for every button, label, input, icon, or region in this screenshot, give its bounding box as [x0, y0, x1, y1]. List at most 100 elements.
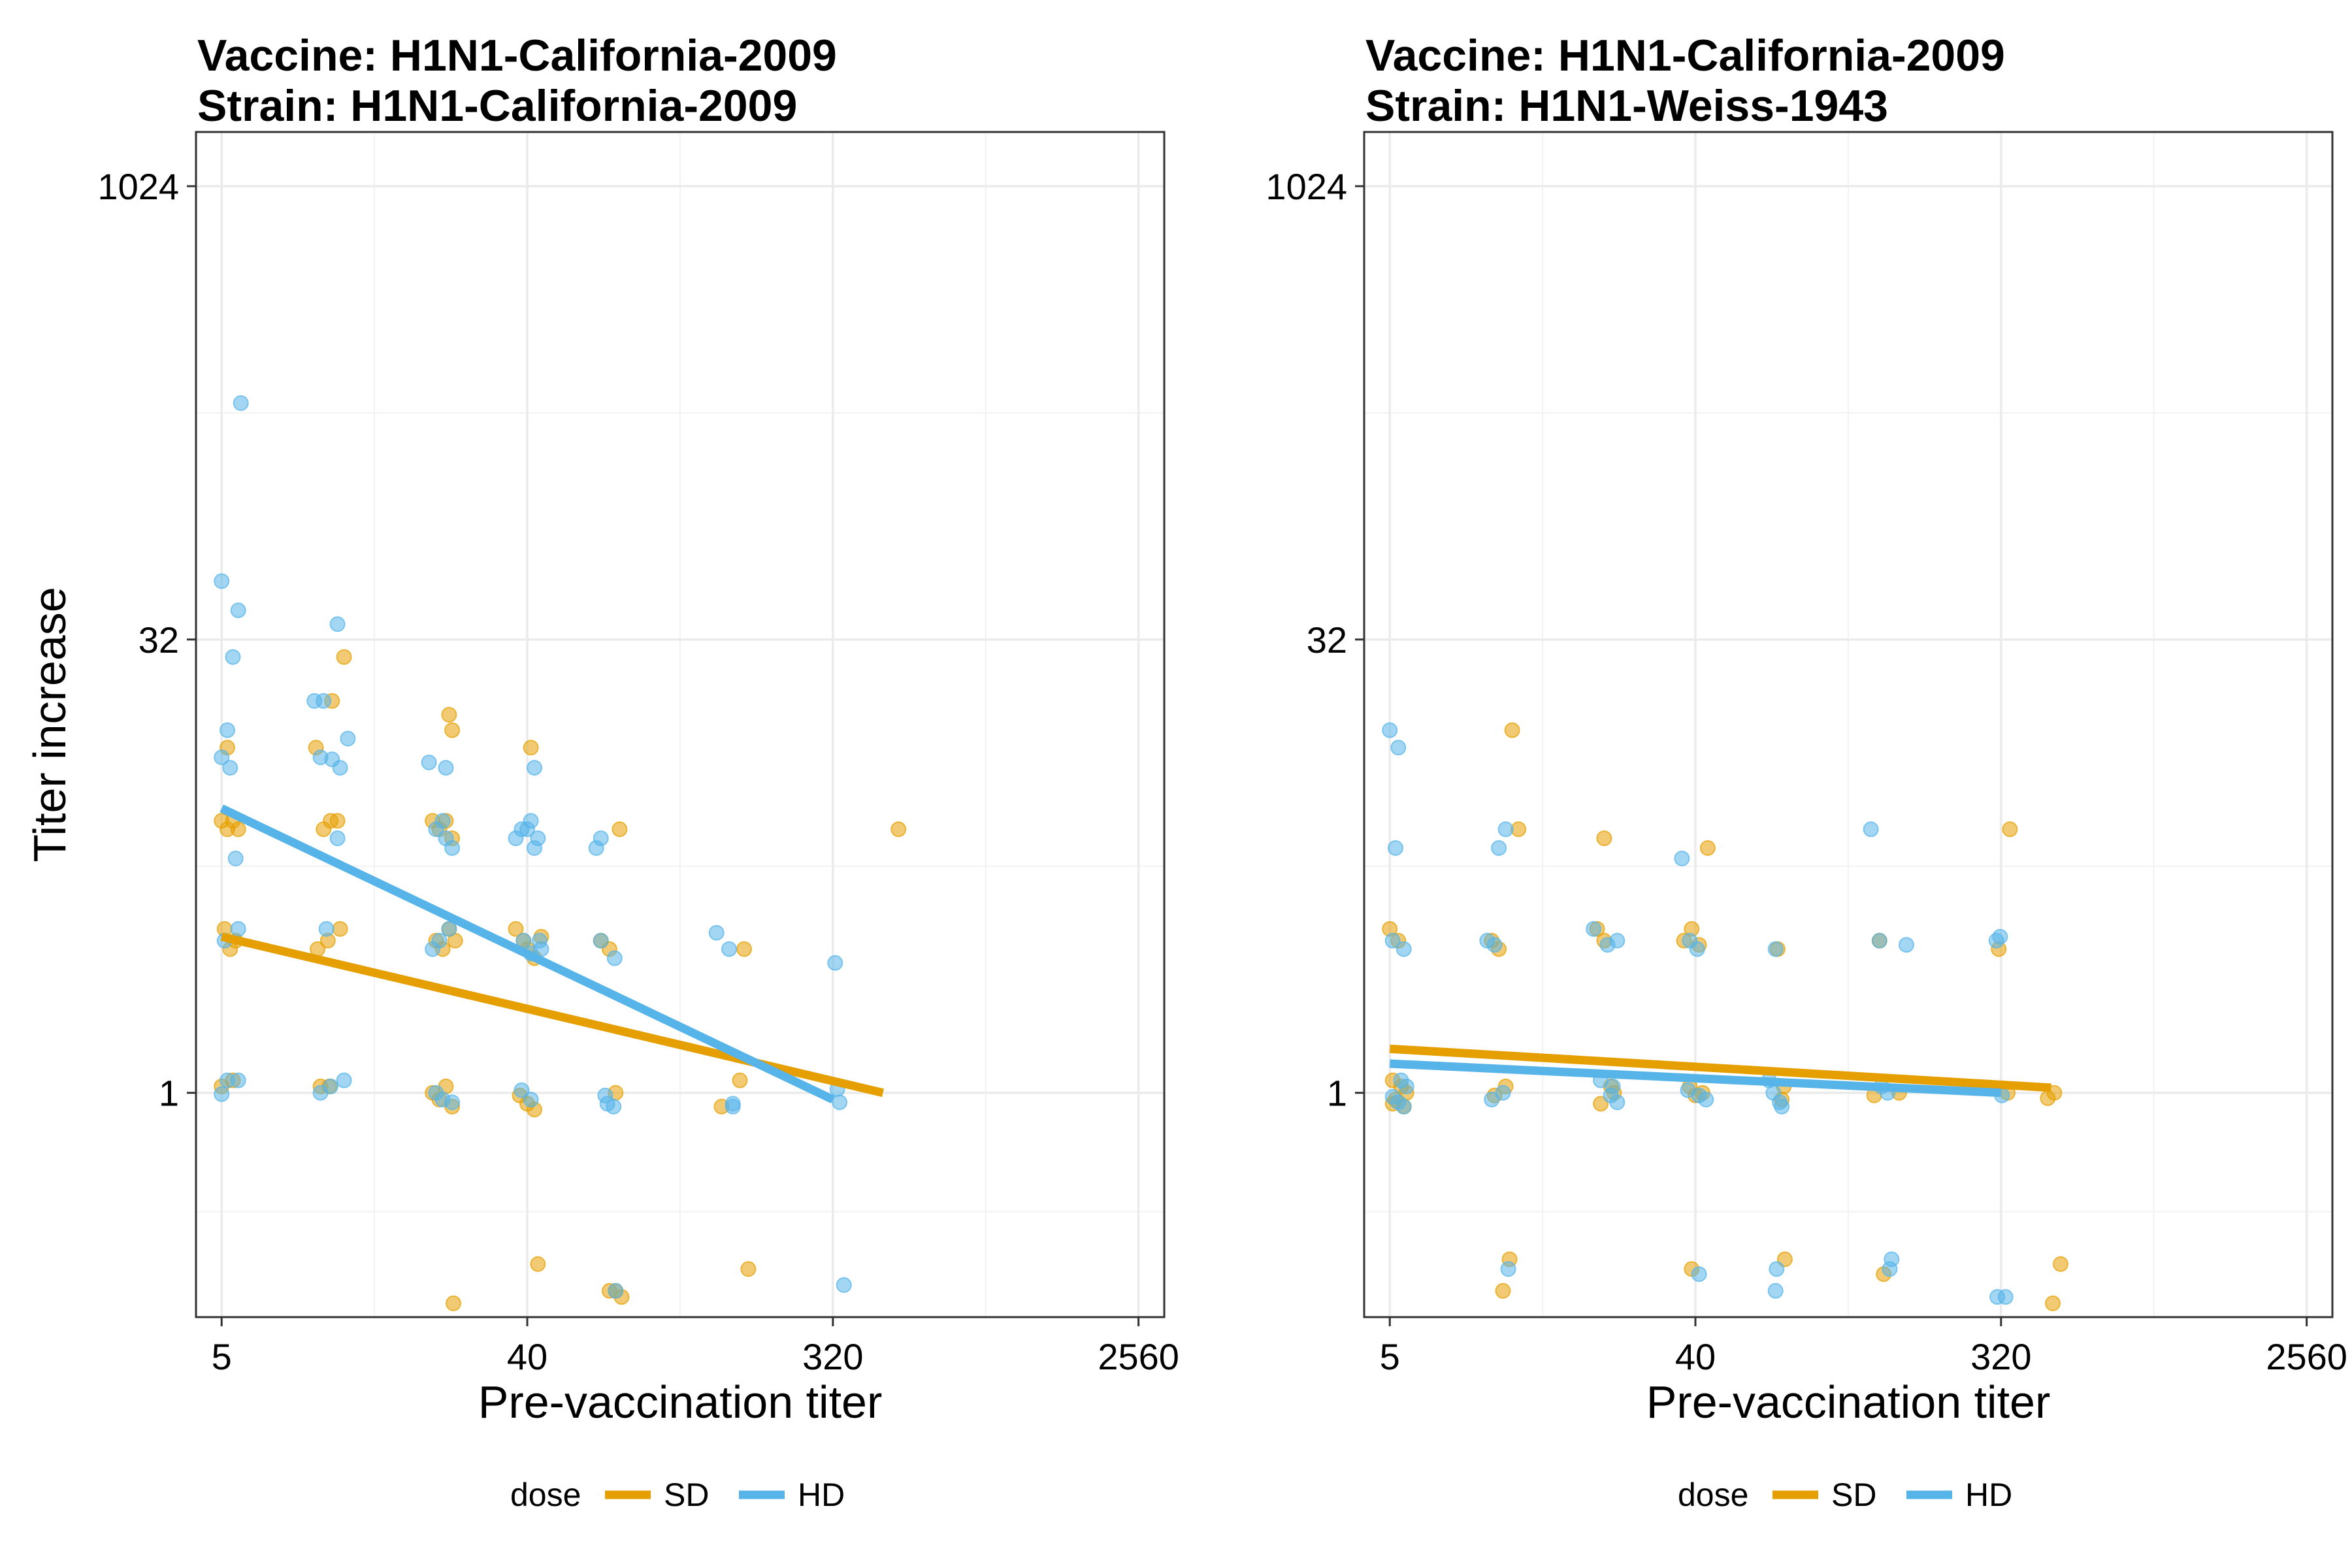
data-point-hd [1698, 1092, 1714, 1107]
x-axis-title: Pre-vaccination titer [478, 1377, 883, 1428]
chart-title-line-1: Vaccine: H1N1-California-2009 [197, 31, 837, 80]
data-point-sd [612, 821, 628, 838]
data-point-hd [434, 813, 451, 829]
marks [214, 395, 907, 1311]
data-point-hd [332, 760, 348, 776]
legend-label-sd: SD [1831, 1477, 1876, 1513]
data-point-sd [890, 821, 907, 838]
data-point-hd [1674, 851, 1690, 866]
data-point-hd [329, 830, 346, 847]
data-point-hd [1767, 941, 1784, 957]
data-point-hd [1491, 840, 1507, 856]
data-point-hd [1495, 1085, 1511, 1101]
data-point-hd [1390, 740, 1407, 756]
data-point-hd [1609, 1094, 1625, 1111]
data-point-hd [214, 749, 230, 766]
x-tick-label: 5 [212, 1336, 232, 1377]
data-point-hd [1396, 941, 1412, 957]
data-point-hd [1871, 932, 1887, 949]
data-point-hd [593, 830, 609, 847]
data-point-hd [530, 830, 546, 847]
data-point-hd [721, 941, 737, 957]
data-point-hd [608, 1282, 624, 1299]
data-point-sd [1504, 722, 1520, 738]
data-point-hd [1398, 1078, 1414, 1094]
data-point-hd [1388, 840, 1403, 856]
data-point-hd [340, 730, 356, 747]
x-axis-title: Pre-vaccination titer [1646, 1377, 2051, 1428]
data-point-hd [1586, 921, 1602, 937]
data-point-hd [441, 921, 457, 937]
data-point-hd [225, 649, 241, 665]
data-point-sd [740, 1261, 757, 1277]
data-point-hd [214, 1086, 230, 1102]
data-point-hd [329, 616, 346, 632]
data-point-hd [832, 1094, 848, 1111]
legend-title: dose [510, 1477, 581, 1513]
fit-line-hd [1389, 1059, 2002, 1098]
data-point-hd [421, 755, 437, 770]
y-tick-label: 32 [1307, 619, 1347, 661]
data-point-sd [1699, 840, 1716, 856]
data-point-hd [523, 1092, 539, 1107]
legend-label-hd: HD [1965, 1477, 2012, 1513]
data-point-hd [1609, 932, 1625, 949]
data-point-sd [1495, 1282, 1511, 1299]
data-point-hd [725, 1096, 741, 1112]
data-point-sd [508, 921, 524, 937]
data-point-hd [336, 1072, 352, 1088]
y-tick-label: 1 [159, 1073, 179, 1114]
legend-title: dose [1678, 1477, 1748, 1513]
x-tick-label: 320 [1970, 1336, 2031, 1377]
fit-line-hd [220, 804, 835, 1103]
fit-line-sd [220, 932, 884, 1098]
x-tick-label: 2560 [1098, 1336, 1179, 1377]
data-point-hd [323, 1078, 339, 1094]
chart-panel-left: Vaccine: H1N1-California-2009 Strain: H1… [24, 31, 1179, 1513]
data-point-hd [1689, 941, 1705, 957]
data-point-hd [1382, 722, 1398, 738]
data-point-hd [593, 932, 609, 949]
data-point-hd [230, 921, 246, 937]
data-point-hd [1605, 1078, 1621, 1094]
data-point-hd [514, 1082, 530, 1098]
x-tick-label: 320 [802, 1336, 863, 1377]
data-point-sd [1596, 830, 1612, 847]
data-point-sd [446, 1295, 461, 1311]
axis-ticks: 5 40 320 2560 1 32 1024 [97, 166, 1179, 1377]
data-point-hd [1769, 1261, 1785, 1277]
data-point-hd [708, 924, 725, 941]
series-hd [214, 395, 852, 1299]
data-point-sd [316, 821, 332, 838]
data-point-hd [606, 950, 623, 966]
data-point-sd [329, 813, 346, 829]
series-hd [1382, 722, 2014, 1305]
data-point-sd [2002, 821, 2018, 838]
panel-border [195, 131, 1166, 1318]
data-point-sd [441, 707, 457, 723]
series-sd [1382, 722, 2068, 1311]
data-point-hd [444, 840, 461, 856]
data-point-hd [1396, 1098, 1412, 1115]
legend-label-hd: HD [798, 1477, 845, 1513]
grid [196, 132, 1164, 1317]
data-point-hd [1898, 937, 1914, 953]
marks [1382, 722, 2068, 1311]
data-point-hd [431, 932, 448, 949]
data-point-hd [1884, 1251, 1900, 1267]
y-tick-label: 1024 [1266, 166, 1347, 207]
data-point-sd [530, 1256, 546, 1272]
data-point-hd [214, 573, 230, 589]
data-point-hd [527, 760, 542, 776]
data-point-hd [1863, 821, 1879, 838]
data-point-hd [1992, 928, 2008, 945]
data-point-hd [233, 395, 249, 411]
data-point-hd [836, 1277, 852, 1293]
legend: dose SD HD [510, 1477, 845, 1513]
data-point-sd [732, 1072, 748, 1088]
data-point-sd [523, 740, 539, 756]
data-point-hd [318, 921, 335, 937]
data-point-hd [230, 1072, 246, 1088]
x-tick-label: 40 [507, 1336, 547, 1377]
